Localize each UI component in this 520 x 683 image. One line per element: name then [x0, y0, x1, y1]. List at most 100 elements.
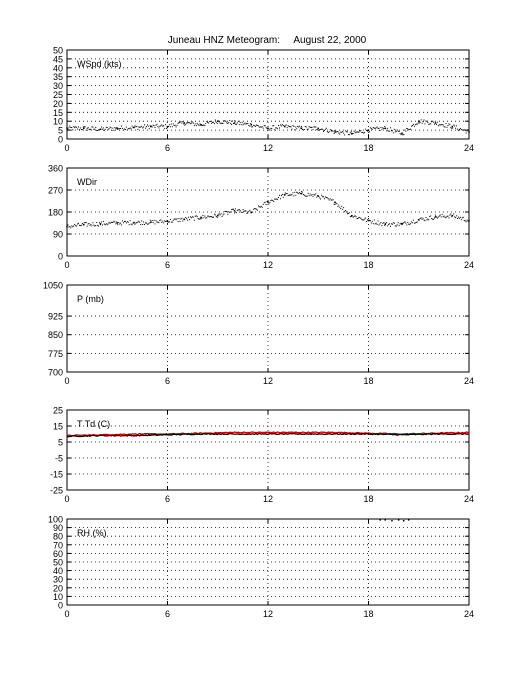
data-point [419, 218, 421, 220]
data-point [385, 222, 387, 224]
data-point [306, 128, 308, 130]
data-point [229, 211, 231, 213]
data-point [334, 130, 336, 132]
data-point [332, 199, 334, 201]
data-point [219, 214, 221, 216]
data-point [96, 222, 98, 224]
data-point [440, 124, 442, 126]
data-point [340, 131, 342, 133]
data-point [388, 223, 390, 225]
data-point [286, 192, 288, 194]
data-point [463, 219, 465, 221]
data-point [107, 129, 109, 131]
data-point [374, 223, 376, 225]
data-point [281, 193, 283, 195]
data-point [246, 122, 248, 124]
data-point [459, 127, 461, 129]
data-point [159, 219, 161, 221]
data-point [285, 193, 287, 195]
data-point [70, 227, 72, 229]
data-point [290, 126, 292, 128]
data-point [190, 217, 192, 219]
data-point [310, 195, 312, 197]
data-point [114, 221, 116, 223]
data-point [104, 224, 106, 226]
data-point [238, 124, 240, 126]
data-point [260, 126, 262, 128]
data-point [320, 129, 322, 131]
data-point [185, 216, 187, 218]
x-tick-label: 24 [464, 143, 474, 153]
data-point [200, 216, 202, 219]
data-point [425, 217, 427, 219]
data-point [189, 122, 191, 124]
data-point [400, 222, 402, 224]
data-point [299, 125, 301, 127]
data-point [222, 122, 224, 124]
data-point [267, 127, 269, 130]
data-point [171, 221, 173, 223]
data-point [355, 132, 357, 134]
data-point [244, 122, 246, 124]
data-point [95, 225, 97, 227]
data-point [246, 212, 248, 214]
data-point [123, 128, 125, 130]
data-point [362, 219, 364, 221]
data-point [411, 221, 413, 223]
data-point [272, 199, 274, 201]
y-tick-label: 50 [53, 558, 63, 568]
x-tick-label: 12 [263, 376, 273, 386]
data-point [101, 128, 103, 130]
data-point [320, 198, 322, 200]
data-point [397, 130, 399, 132]
data-point [343, 207, 345, 209]
data-point [429, 216, 431, 218]
y-tick-label: 0 [58, 252, 63, 262]
data-point [357, 131, 359, 133]
data-point [149, 219, 151, 221]
data-point [394, 225, 396, 227]
data-point [404, 221, 406, 223]
data-point [119, 223, 121, 225]
data-point [74, 126, 76, 128]
data-point [355, 216, 357, 218]
data-point [232, 120, 234, 122]
data-point [373, 127, 375, 129]
data-point [283, 193, 285, 195]
data-point [314, 126, 316, 128]
data-point [373, 219, 375, 221]
x-tick-label: 18 [363, 376, 373, 386]
data-point [150, 221, 152, 223]
data-point [286, 127, 288, 129]
data-point [297, 125, 299, 127]
data-point [421, 218, 423, 220]
data-point [425, 120, 427, 122]
data-point [199, 123, 201, 125]
data-point [154, 223, 156, 225]
data-point [401, 132, 403, 135]
data-point [165, 124, 167, 126]
data-point [346, 213, 348, 215]
x-tick-label: 6 [165, 260, 170, 270]
data-point [401, 132, 403, 134]
data-point [364, 218, 366, 220]
data-point [226, 122, 228, 124]
data-point [301, 191, 303, 193]
data-point [156, 221, 158, 223]
data-point [263, 125, 265, 127]
data-point [179, 122, 181, 124]
data-point [431, 218, 433, 220]
data-point [460, 219, 462, 221]
data-point [443, 126, 445, 128]
data-point [66, 127, 68, 130]
data-point [410, 223, 412, 225]
data-point [394, 131, 396, 133]
data-point [323, 198, 325, 200]
data-point [282, 196, 284, 198]
data-point [268, 128, 270, 130]
data-point [254, 208, 256, 210]
data-point [356, 218, 358, 220]
y-tick-label: 700 [48, 368, 63, 378]
data-point [103, 129, 105, 131]
panel-label: T Td (C) [77, 419, 110, 429]
